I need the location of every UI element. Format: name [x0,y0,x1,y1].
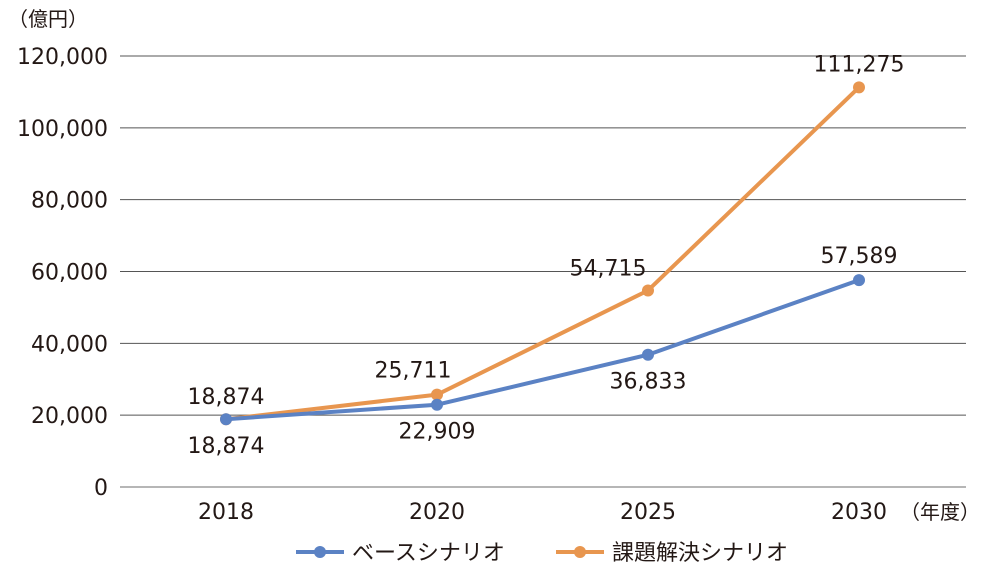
gridlines [120,55,966,488]
legend: ベースシナリオ 課題解決シナリオ [296,541,788,566]
data-point [642,348,654,361]
series-line-0 [224,278,861,422]
y-tick-label: 0 [94,476,108,501]
y-axis-unit-label: （億円） [8,7,88,31]
x-tick-label: 2020 [409,500,465,525]
y-tick-label: 20,000 [31,404,108,429]
legend-swatch-marker [314,546,326,558]
data-label: 54,715 [570,256,647,281]
data-label: 18,874 [188,385,265,410]
data-point [220,413,232,426]
y-tick-label: 60,000 [31,261,108,286]
data-labels: 18,874 22,909 36,833 57,589 18,874 25,711 54,7… [188,52,905,459]
data-point [642,284,654,297]
series-line-1 [224,85,861,422]
y-tick-label: 80,000 [31,189,108,214]
series-lines [220,81,865,426]
data-label: 18,874 [188,434,265,459]
legend-label: 課題解決シナリオ [612,541,788,566]
data-label: 22,909 [399,420,476,445]
x-tick-label: 2030 [831,500,887,525]
data-label: 36,833 [610,370,687,395]
y-tick-label: 120,000 [17,45,108,70]
data-point [853,81,865,94]
y-axis-ticks: 0 20,000 40,000 60,000 80,000 100,000 120,000 [17,45,108,501]
data-point [431,388,443,401]
y-tick-label: 40,000 [31,332,108,357]
data-point [853,274,865,287]
data-point [431,398,443,411]
data-label: 111,275 [814,52,905,77]
y-tick-label: 100,000 [17,117,108,142]
x-tick-label: 2025 [620,500,676,525]
legend-swatch-marker [574,546,586,558]
x-axis-unit-label: （年度） [900,500,980,524]
legend-label: ベースシナリオ [352,541,505,566]
data-label: 25,711 [375,359,452,384]
x-axis-ticks: 2018 2020 2025 2030 [198,500,887,525]
data-label: 57,589 [821,244,898,269]
x-tick-label: 2018 [198,500,254,525]
